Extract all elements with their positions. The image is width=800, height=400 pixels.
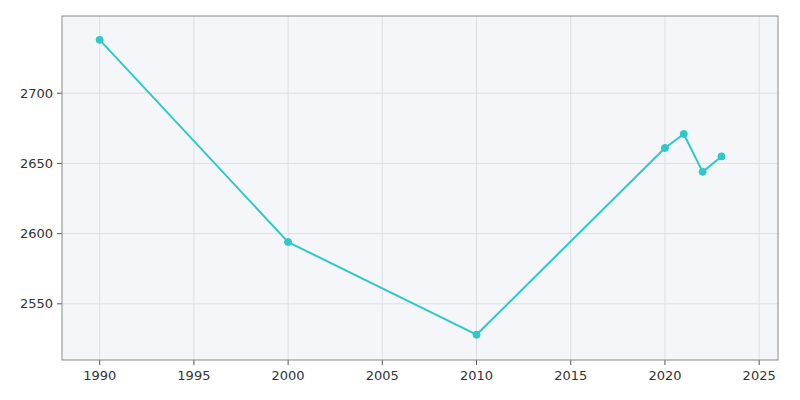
point [680,130,687,137]
grid-line-y [62,233,778,234]
tick-label-x: 1995 [177,368,210,383]
tick-label-x: 2020 [648,368,681,383]
grid-line-x [382,16,383,360]
tick-y [57,303,62,304]
tick-label-x: 2000 [272,368,305,383]
point [661,144,668,151]
tick-x [570,360,571,365]
point [718,153,725,160]
grid-line-y [62,303,778,304]
series [96,36,725,338]
tick-label-y: 2550 [20,296,53,311]
tick-y [57,163,62,164]
tick-x [193,360,194,365]
grid-line-x [476,16,477,360]
tick-label-y: 2650 [20,156,53,171]
tick-x [382,360,383,365]
plot-frame [62,16,778,360]
grid-line-x [759,16,760,360]
tick-label-x: 2005 [366,368,399,383]
chart: 1990 1995 2000 2005 2010 2015 2020 2025 2550 2600… [0,0,800,400]
tick-label-x: 2025 [743,368,776,383]
tick-label-y: 2700 [20,86,53,101]
tick-y [57,93,62,94]
tick-x [664,360,665,365]
grid-line-x [570,16,571,360]
line [100,40,722,335]
tick-x [476,360,477,365]
grid [62,16,778,360]
tick-x [99,360,100,365]
tick-x [288,360,289,365]
grid-line-x [193,16,194,360]
tick-label-y: 2600 [20,226,53,241]
grid-line-y [62,93,778,94]
tick-x [759,360,760,365]
tick-label-x: 2015 [554,368,587,383]
tick-label-x: 2010 [460,368,493,383]
grid-line-x [288,16,289,360]
point [473,331,480,338]
grid-line-y [62,163,778,164]
point [699,168,706,175]
grid-line-x [664,16,665,360]
point [96,36,103,43]
tick-label-x: 1990 [83,368,116,383]
tick-y [57,233,62,234]
plot-area [62,16,778,360]
point [285,239,292,246]
grid-line-x [99,16,100,360]
